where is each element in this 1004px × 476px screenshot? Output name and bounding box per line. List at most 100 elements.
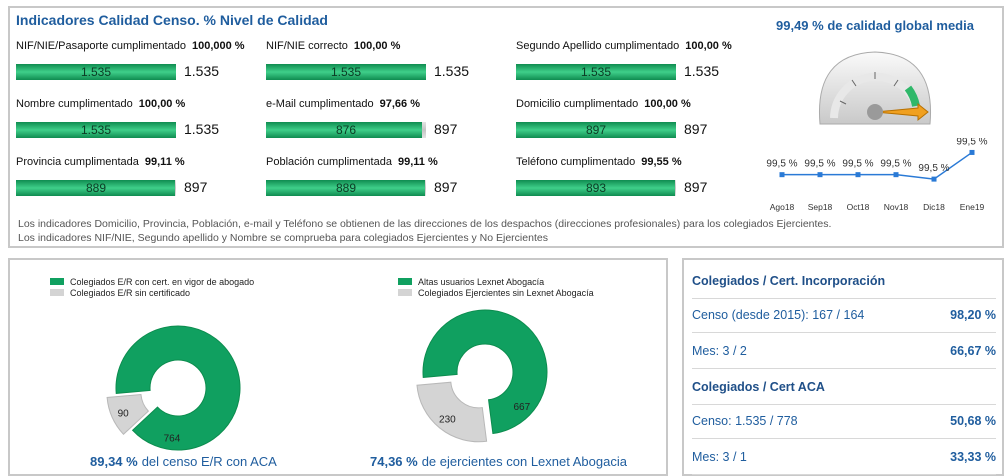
legend-label: Colegiados E/R con cert. en vigor de abo… — [70, 277, 254, 287]
bar-label: 893 — [585, 181, 607, 195]
section-title-text: Colegiados / Cert. Incorporación — [692, 274, 886, 288]
donut-slice — [416, 381, 488, 443]
point-label: 99,5 % — [804, 159, 835, 170]
legend-swatch — [398, 278, 412, 285]
gauge-hub — [867, 104, 883, 120]
indicator-percent: 97,66 % — [379, 98, 420, 110]
bar-total: 1.535 — [684, 63, 720, 79]
section-title: Colegiados / Cert. Incorporación — [692, 264, 996, 299]
x-tick-label: Oct18 — [847, 202, 870, 212]
panel-title: Indicadores Calidad Censo. % Nivel de Ca… — [16, 12, 328, 28]
indicator-percent: 100,00 % — [353, 40, 401, 52]
legend-label: Colegiados E/R sin certificado — [70, 288, 190, 298]
indicator-label: NIF/NIE correcto 100,00 % — [266, 40, 400, 52]
indicator-percent: 99,11 % — [144, 156, 185, 168]
bar — [16, 64, 176, 80]
indicator-label: e-Mail cumplimentado 97,66 % — [266, 98, 420, 110]
bar-track: 1.535 — [266, 64, 426, 80]
gauge-range — [904, 85, 920, 107]
trend-point — [779, 172, 785, 178]
indicator-label: NIF/NIE/Pasaporte cumplimentado 100,000 % — [16, 40, 245, 52]
trend-point — [817, 172, 823, 178]
x-tick-label: Nov18 — [884, 202, 909, 212]
gauge-body — [818, 51, 932, 125]
indicator-name: Domicilio cumplimentado — [516, 98, 639, 110]
bar — [516, 180, 676, 196]
bar-label: 1.535 — [80, 65, 112, 79]
indicator-name: Teléfono cumplimentado — [516, 156, 636, 168]
indicator-name: Población cumplimentada — [266, 156, 392, 168]
bar-track: 1.535 — [16, 64, 176, 80]
row-value: 33,33 % — [950, 450, 996, 464]
bar — [266, 64, 426, 80]
legend-swatch — [50, 289, 64, 296]
donut-slice — [115, 325, 241, 451]
legend-label: Colegiados Ejercientes sin Lexnet Abogac… — [418, 288, 594, 298]
indicator-label: Domicilio cumplimentado 100,00 % — [516, 98, 691, 110]
x-tick-label: Dic18 — [923, 202, 945, 212]
bar — [516, 122, 676, 138]
trend-point — [893, 172, 899, 178]
summary-percent: 89,34 % — [90, 454, 138, 469]
bar-total: 1.535 — [434, 63, 470, 79]
indicator-percent: 99,11 % — [397, 156, 438, 168]
slice-label: 764 — [164, 434, 181, 445]
indicator-label: Población cumplimentada 99,11 % — [266, 156, 438, 168]
bar-label: 889 — [85, 181, 107, 195]
bar — [16, 122, 176, 138]
trend-point — [855, 172, 861, 178]
bar-track: 893 — [516, 180, 676, 196]
donut-summary: 89,34 % del censo E/R con ACA — [90, 454, 277, 469]
gauge-ticks — [839, 72, 899, 105]
bar-track: 1.535 — [16, 122, 176, 138]
bar-track: 889 — [16, 180, 176, 196]
slice-label: 230 — [439, 415, 456, 426]
bar-label: 889 — [335, 181, 357, 195]
row-label: Mes: 3 / 2 — [692, 344, 747, 358]
quality-panel: Indicadores Calidad Censo. % Nivel de Ca… — [8, 6, 1004, 248]
row-label: Mes: 3 / 1 — [692, 450, 747, 464]
bar-label: 1.535 — [330, 65, 362, 79]
table-row: Mes: 3 / 1 33,33 % — [692, 440, 996, 475]
table-row: Censo: 1.535 / 778 50,68 % — [692, 404, 996, 439]
gauge-needle — [874, 102, 929, 122]
indicator-label: Provincia cumplimentada 99,11 % — [16, 156, 185, 168]
legend-swatch — [398, 289, 412, 296]
donut-panel: Colegiados E/R con cert. en vigor de abo… — [8, 258, 668, 476]
bar-total: 897 — [684, 121, 708, 137]
bar — [16, 180, 175, 196]
indicator-label: Segundo Apellido cumplimentado 100,00 % — [516, 40, 732, 52]
indicator-label: Teléfono cumplimentado 99,55 % — [516, 156, 682, 168]
point-label: 99,5 % — [880, 159, 911, 170]
slice-label: 90 — [118, 408, 130, 419]
slice-label: 667 — [513, 402, 530, 413]
bar-track: 1.535 — [516, 64, 676, 80]
trend-chart: 99,5 % 99,5 % 99,5 % 99,5 % 99,5 % 99,5 % Ago1… — [766, 138, 987, 212]
bar-label: 876 — [335, 123, 357, 137]
row-value: 50,68 % — [950, 414, 996, 428]
bar-label: 1.535 — [580, 65, 612, 79]
indicator-name: Segundo Apellido cumplimentado — [516, 40, 680, 52]
indicator-name: NIF/NIE correcto — [266, 40, 348, 52]
bar-total: 897 — [684, 179, 708, 195]
donut-summary: 74,36 % de ejercientes con Lexnet Abogaci… — [370, 454, 628, 469]
global-title: 99,49 % de calidad global media — [776, 18, 974, 33]
bar — [266, 122, 423, 138]
summary-text: de ejercientes con Lexnet Abogacia — [422, 454, 628, 469]
indicator-percent: 100,00 % — [138, 98, 186, 110]
x-tick-label: Sep18 — [808, 202, 833, 212]
x-tick-label: Ago18 — [770, 202, 795, 212]
bar-total: 897 — [434, 121, 458, 137]
table-row: Censo (desde 2015): 167 / 164 98,20 % — [692, 298, 996, 333]
donut-slice — [106, 393, 150, 436]
indicator-percent: 100,00 % — [685, 40, 732, 52]
point-label: 99,5 % — [842, 159, 873, 170]
x-tick-label: Ene19 — [960, 202, 985, 212]
bar-total: 897 — [434, 179, 458, 195]
note: Los indicadores NIF/NIE, Segundo apellid… — [18, 232, 548, 244]
table-row: Mes: 3 / 2 66,67 % — [692, 334, 996, 369]
bar-label: 897 — [585, 123, 607, 137]
bar-total: 1.535 — [184, 63, 220, 79]
bar-track: 889 — [266, 180, 426, 196]
row-label: Censo: 1.535 / 778 — [692, 414, 798, 428]
